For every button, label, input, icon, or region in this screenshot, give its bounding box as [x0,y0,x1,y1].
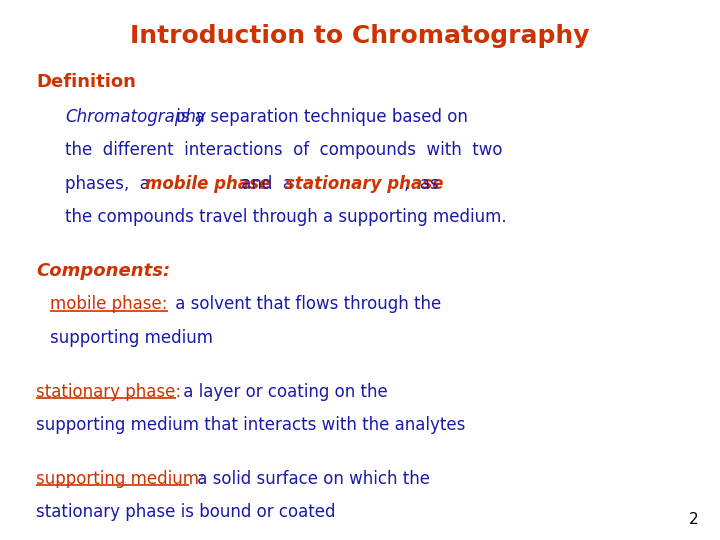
Text: ,  as: , as [404,175,438,193]
Text: Introduction to Chromatography: Introduction to Chromatography [130,24,590,48]
Text: the  different  interactions  of  compounds  with  two: the different interactions of compounds … [65,141,503,159]
Text: supporting medium: supporting medium [50,329,213,347]
Text: a solid surface on which the: a solid surface on which the [192,470,430,488]
Text: stationary phase is bound or coated: stationary phase is bound or coated [36,503,336,521]
Text: stationary phase:: stationary phase: [36,382,181,401]
Text: 2: 2 [689,511,698,526]
Text: supporting medium:: supporting medium: [36,470,204,488]
Text: Chromatography: Chromatography [65,108,205,126]
Text: is a separation technique based on: is a separation technique based on [171,108,468,126]
Text: Definition: Definition [36,73,136,91]
Text: a layer or coating on the: a layer or coating on the [178,382,387,401]
Text: and  a: and a [236,175,293,193]
Text: Components:: Components: [36,262,170,280]
Text: stationary phase: stationary phase [285,175,444,193]
Text: mobile phase: mobile phase [145,175,271,193]
Text: mobile phase:: mobile phase: [50,295,168,314]
Text: a solvent that flows through the: a solvent that flows through the [170,295,441,314]
Text: phases,  a: phases, a [65,175,150,193]
Text: the compounds travel through a supporting medium.: the compounds travel through a supportin… [65,208,506,226]
Text: supporting medium that interacts with the analytes: supporting medium that interacts with th… [36,416,465,434]
